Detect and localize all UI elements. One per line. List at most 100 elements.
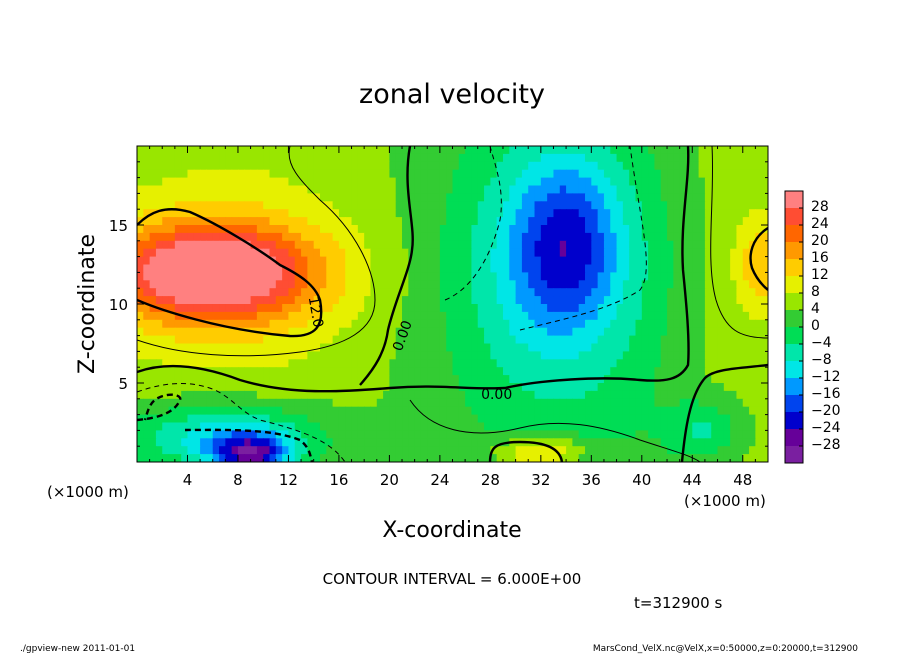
heatmap-cell — [332, 367, 340, 376]
heatmap-cell — [319, 422, 327, 431]
heatmap-cell — [137, 375, 144, 384]
heatmap-cell — [383, 185, 390, 194]
heatmap-cell — [414, 161, 422, 171]
heatmap-cell — [515, 398, 523, 408]
heatmap-cell — [616, 438, 624, 447]
heatmap-cell — [200, 225, 208, 234]
heatmap-cell — [345, 438, 353, 447]
heatmap-cell — [231, 406, 239, 416]
heatmap-cell — [370, 185, 378, 194]
heatmap-cell — [326, 383, 334, 392]
heatmap-cell — [717, 288, 725, 297]
heatmap-cell — [149, 256, 157, 266]
heatmap-cell — [219, 161, 226, 171]
heatmap-cell — [610, 288, 618, 297]
heatmap-cell — [484, 454, 491, 462]
heatmap-cell — [427, 414, 435, 424]
heatmap-cell — [370, 288, 378, 297]
heatmap-cell — [465, 153, 473, 163]
heatmap-cell — [553, 383, 561, 392]
colorbar-swatch — [785, 191, 803, 209]
heatmap-cell — [711, 406, 719, 416]
heatmap-cell — [225, 177, 233, 187]
heatmap-cell — [761, 343, 768, 352]
heatmap-cell — [376, 390, 384, 400]
heatmap-cell — [673, 319, 681, 329]
heatmap-cell — [654, 335, 662, 345]
heatmap-cell — [256, 185, 264, 194]
heatmap-cell — [206, 375, 214, 384]
heatmap-cell — [660, 240, 668, 250]
heatmap-cell — [603, 438, 611, 447]
heatmap-cell — [603, 296, 611, 305]
heatmap-cell — [168, 177, 176, 187]
heatmap-cell — [660, 311, 668, 321]
heatmap-cell — [566, 454, 573, 462]
heatmap-cell — [307, 343, 315, 352]
heatmap-cell — [578, 209, 586, 218]
heatmap-cell — [509, 225, 517, 234]
heatmap-cell — [452, 359, 460, 368]
heatmap-cell — [603, 201, 611, 210]
heatmap-cell — [288, 193, 296, 202]
heatmap-cell — [225, 225, 233, 234]
heatmap-cell — [408, 367, 416, 376]
heatmap-cell — [471, 406, 479, 416]
heatmap-cell — [685, 169, 693, 179]
heatmap-cell — [313, 177, 321, 187]
heatmap-cell — [452, 217, 460, 226]
heatmap-cell — [496, 454, 504, 462]
heatmap-cell — [383, 414, 390, 424]
heatmap-cell — [307, 319, 315, 329]
heatmap-cell — [660, 430, 668, 439]
heatmap-cell — [490, 319, 498, 329]
heatmap-cell — [704, 248, 712, 258]
heatmap-cell — [679, 351, 687, 360]
heatmap-cell — [761, 414, 768, 424]
heatmap-cell — [414, 272, 422, 281]
heatmap-cell — [704, 217, 712, 226]
heatmap-cell — [641, 288, 649, 297]
heatmap-cell — [137, 288, 144, 297]
heatmap-cell — [616, 311, 624, 321]
heatmap-cell — [332, 153, 340, 163]
heatmap-cell — [212, 240, 220, 250]
heatmap-cell — [648, 201, 656, 210]
heatmap-cell — [559, 398, 567, 408]
heatmap-cell — [225, 240, 233, 250]
heatmap-cell — [578, 232, 586, 242]
heatmap-cell — [673, 383, 681, 392]
heatmap-cell — [723, 256, 731, 266]
colorbar-swatch — [785, 361, 803, 379]
heatmap-cell — [553, 146, 561, 155]
heatmap-cell — [490, 430, 498, 439]
heatmap-cell — [433, 446, 441, 455]
heatmap-cell — [427, 446, 435, 455]
heatmap-cell — [364, 288, 372, 297]
heatmap-cell — [616, 185, 624, 194]
heatmap-cell — [540, 288, 548, 297]
heatmap-cell — [717, 153, 725, 163]
heatmap-cell — [275, 185, 283, 194]
heatmap-cell — [427, 185, 435, 194]
heatmap-cell — [528, 240, 536, 250]
contour-label: 12.0 — [305, 295, 326, 328]
heatmap-cell — [162, 240, 170, 250]
heatmap-cell — [383, 161, 390, 171]
heatmap-cell — [749, 153, 756, 163]
heatmap-cell — [250, 398, 258, 408]
heatmap-cell — [200, 185, 208, 194]
heatmap-cell — [673, 304, 681, 313]
heatmap-cell — [603, 335, 611, 345]
heatmap-cell — [168, 319, 176, 329]
heatmap-cell — [585, 335, 592, 345]
heatmap-cell — [282, 335, 290, 345]
heatmap-cell — [155, 193, 163, 202]
heatmap-cell — [717, 335, 725, 345]
heatmap-cell — [502, 343, 510, 352]
heatmap-cell — [200, 193, 208, 202]
heatmap-cell — [200, 280, 208, 289]
heatmap-cell — [477, 446, 485, 455]
heatmap-cell — [219, 240, 226, 250]
contour-6-bottom — [409, 399, 701, 462]
